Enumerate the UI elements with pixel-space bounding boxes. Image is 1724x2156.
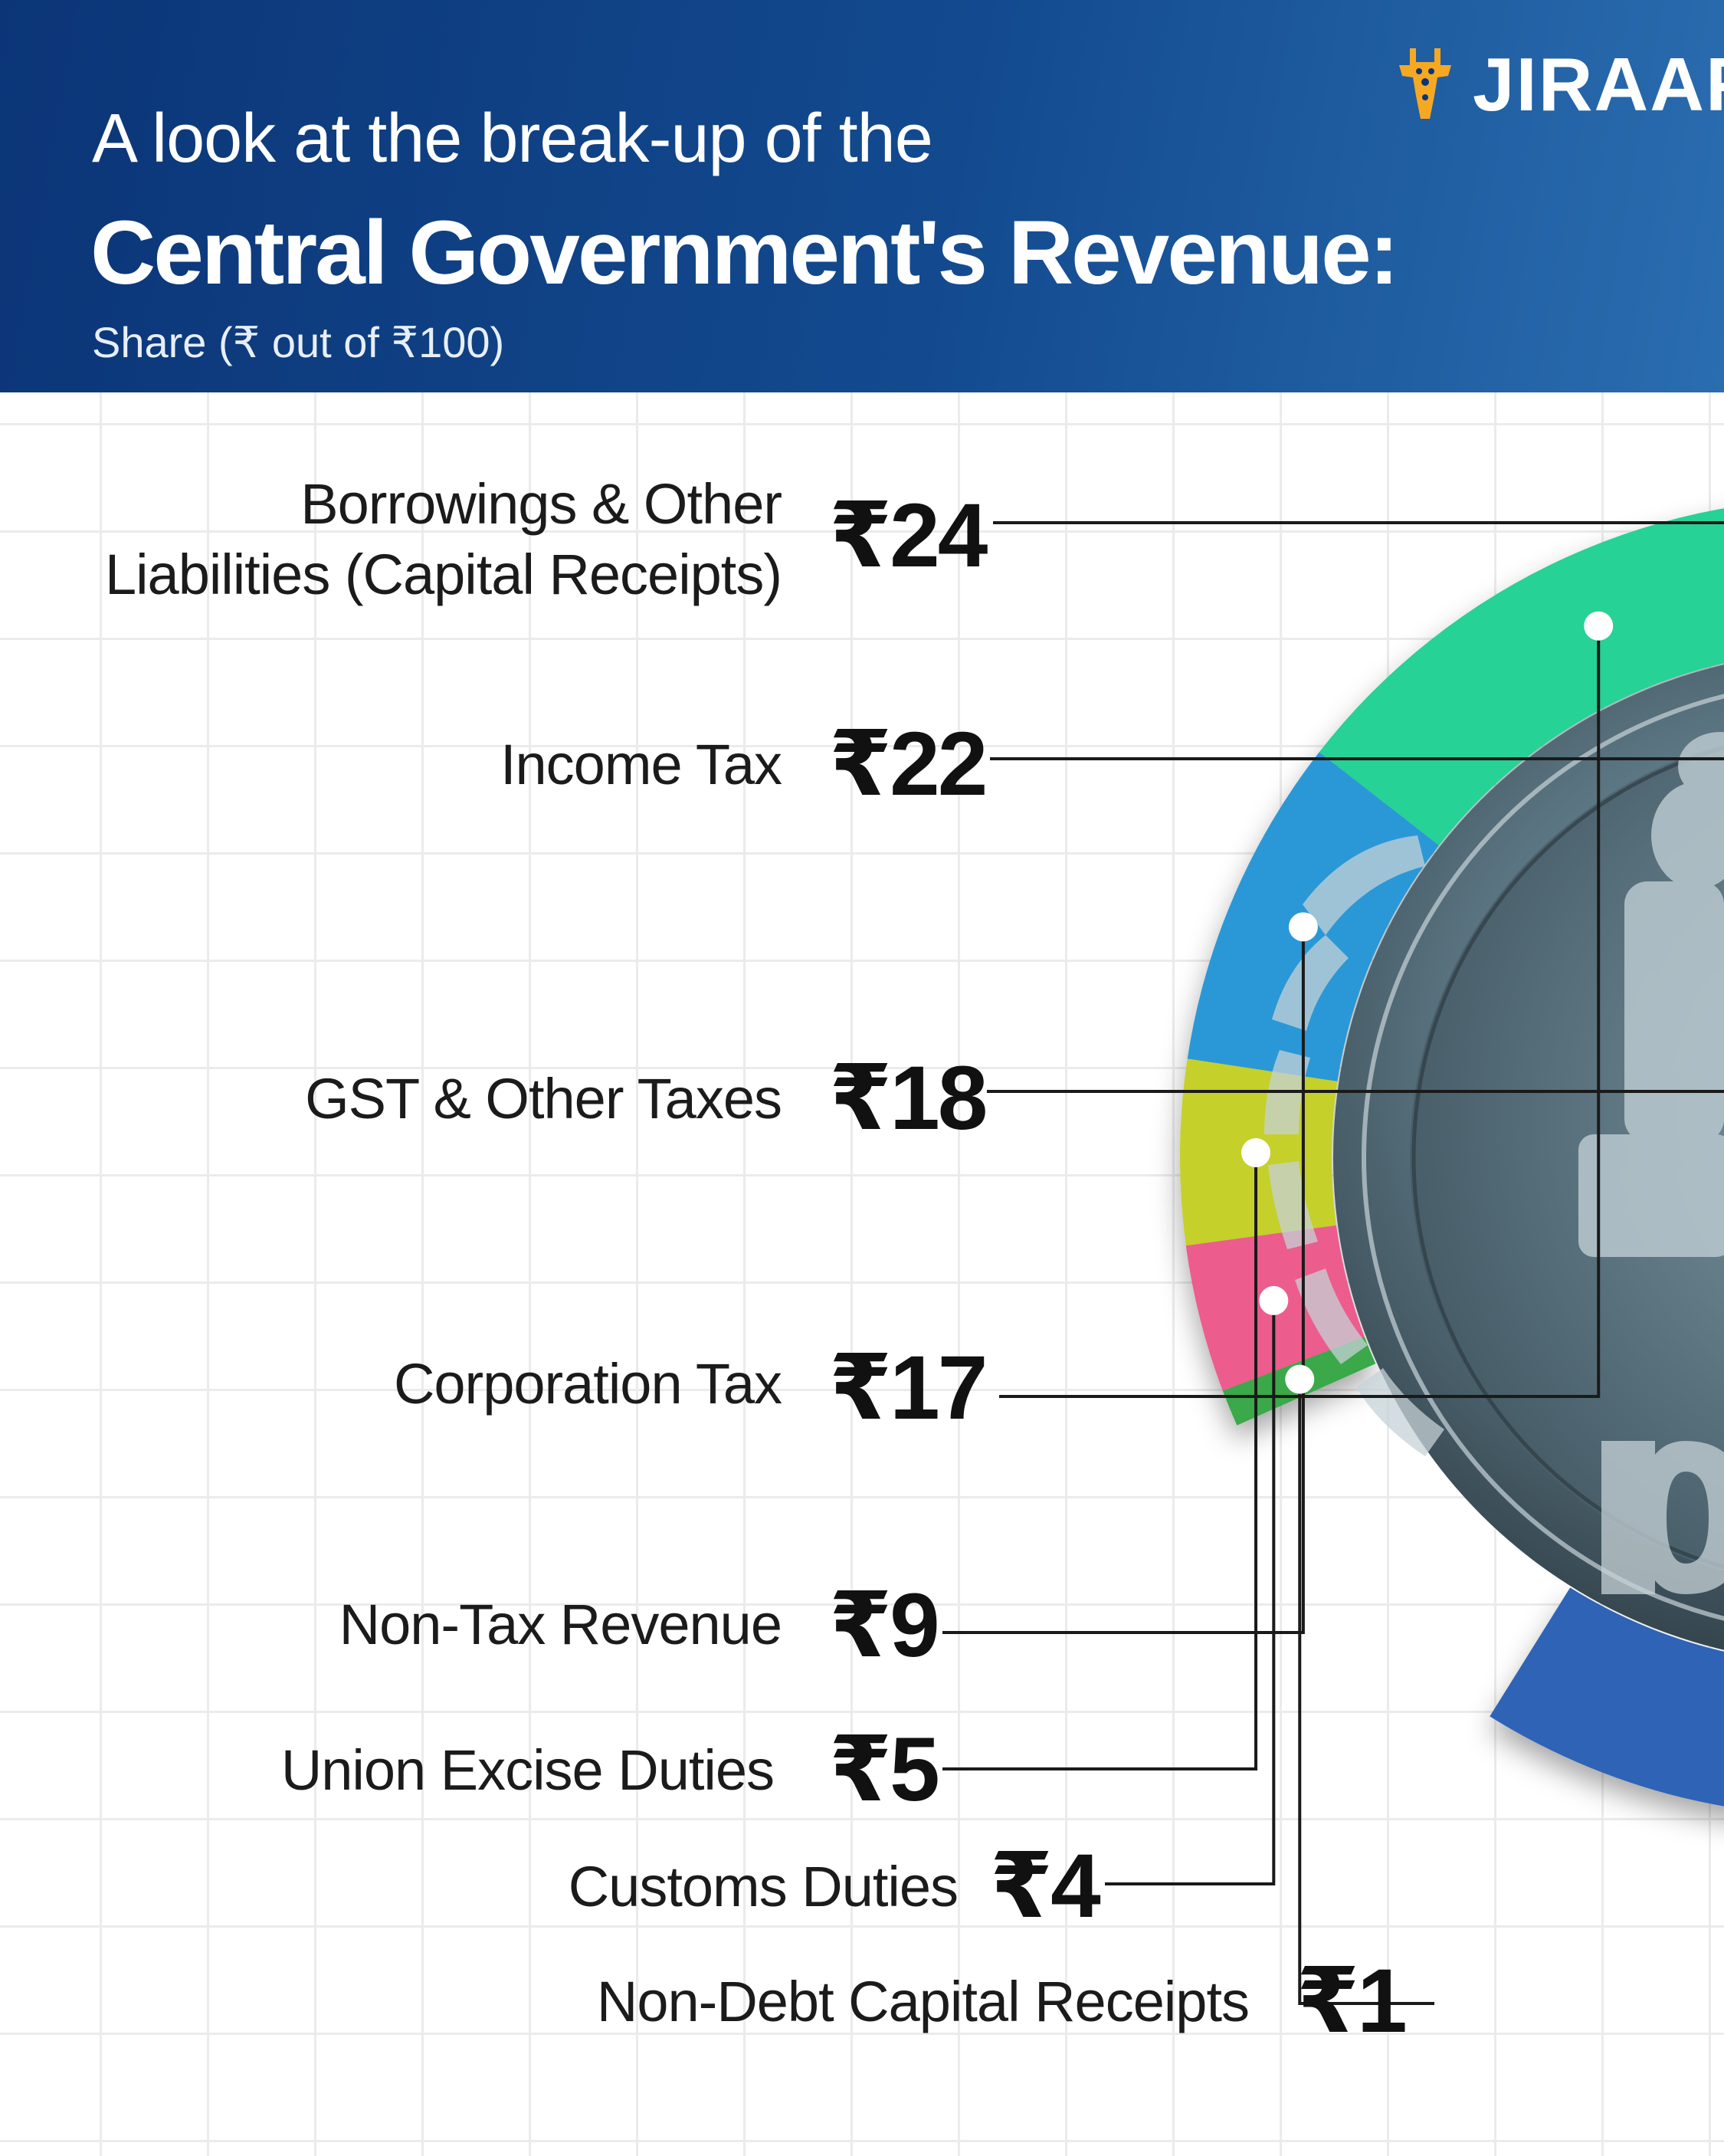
leader-line-income-tax: [990, 757, 1724, 760]
pie-slice-borrowings: [1490, 1587, 1724, 1807]
label-income-tax: Income Tax: [500, 733, 782, 796]
slice-marker-non-debt-capital: [1285, 1364, 1315, 1394]
chart-title: Central Government's Revenue:: [90, 202, 1399, 304]
leader-line-gst: [987, 1090, 1724, 1093]
value-borrowings: ₹24: [829, 485, 988, 586]
label-corporation-tax: Corporation Tax: [393, 1352, 782, 1416]
logo-text: JIRAAF: [1473, 41, 1724, 126]
slice-marker-customs: [1259, 1285, 1289, 1315]
value-union-excise: ₹5: [829, 1719, 940, 1820]
giraffe-icon: [1399, 48, 1451, 119]
value-non-debt-capital: ₹1: [1296, 1951, 1408, 2052]
label-union-excise: Union Excise Duties: [280, 1738, 775, 1802]
value-income-tax: ₹22: [829, 714, 988, 815]
label-borrowings: Borrowings & Other Liabilities (Capital …: [104, 472, 782, 606]
slice-marker-union-excise: [1241, 1138, 1271, 1168]
jiraaf-logo: JIRAAF: [1387, 38, 1724, 130]
slice-marker-corporation-tax: [1584, 611, 1614, 641]
slice-marker-non-tax-revenue: [1288, 912, 1318, 942]
leader-line-corporation-tax: [999, 625, 1601, 1398]
leader-line-borrowings: [993, 521, 1724, 524]
label-gst: GST & Other Taxes: [305, 1067, 782, 1131]
leader-line-non-tax-revenue: [942, 927, 1305, 1634]
leader-lines: [942, 521, 1724, 2005]
value-corporation-tax: ₹17: [829, 1337, 988, 1439]
header-subtitle: A look at the break-up of the: [92, 100, 933, 177]
value-gst: ₹18: [829, 1048, 988, 1149]
leader-line-non-debt-capital: [1298, 1379, 1434, 2005]
pie-slice-corporation-tax: [1319, 508, 1724, 845]
value-customs: ₹4: [990, 1836, 1101, 1937]
value-non-tax-revenue: ₹9: [829, 1575, 940, 1676]
header-banner: A look at the break-up of the Central Go…: [0, 0, 1724, 392]
coin-image: [1264, 665, 1724, 1650]
label-customs: Customs Duties: [568, 1855, 959, 1918]
label-non-tax-revenue: Non-Tax Revenue: [339, 1593, 782, 1656]
leader-line-customs: [1105, 1300, 1276, 1885]
label-non-debt-capital: Non-Debt Capital Receipts: [596, 1970, 1250, 2033]
leader-line-union-excise: [942, 1153, 1258, 1770]
chart-subtitle: Share (₹ out of ₹100): [92, 318, 505, 366]
